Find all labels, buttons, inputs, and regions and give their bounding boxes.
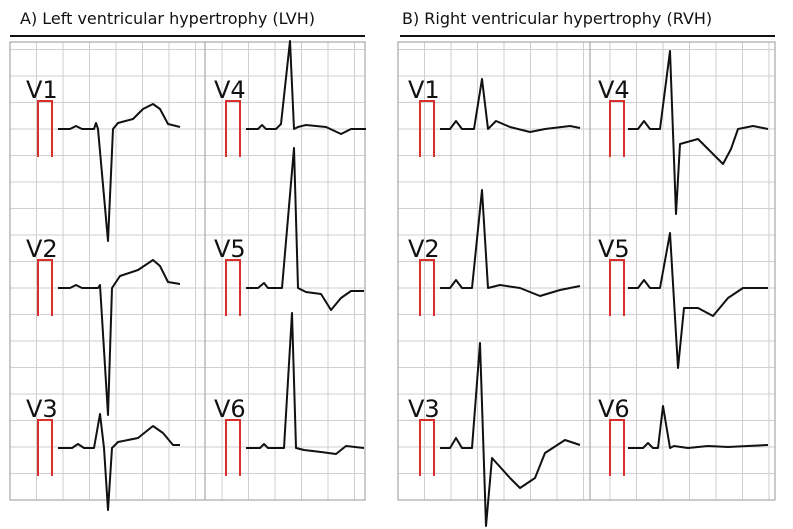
lead-label: V4 xyxy=(214,76,246,104)
calibration-pulse xyxy=(225,419,241,476)
panel-title: A) Left ventricular hypertrophy (LVH) xyxy=(20,9,315,28)
grid-border xyxy=(9,41,366,501)
lead-label: V6 xyxy=(214,395,246,423)
lead-label: V6 xyxy=(598,395,630,423)
calibration-pulse xyxy=(225,259,241,316)
panel-title: B) Right ventricular hypertrophy (RVH) xyxy=(402,9,712,28)
lead-label: V2 xyxy=(26,235,58,263)
calibration-pulse xyxy=(609,259,625,316)
ecg-waveform xyxy=(246,40,366,135)
ecg-waveform xyxy=(246,147,364,311)
grid-border xyxy=(397,41,776,501)
calibration-pulse xyxy=(419,259,435,316)
calibration-pulse xyxy=(37,419,53,476)
lead-label: V3 xyxy=(408,395,440,423)
ecg-waveform xyxy=(246,312,365,455)
lead-label: V1 xyxy=(26,76,58,104)
lead-label: V5 xyxy=(214,235,246,263)
lead-label: V2 xyxy=(408,235,440,263)
ecg-waveform xyxy=(440,78,581,133)
calibration-pulse xyxy=(609,100,625,157)
calibration-pulse xyxy=(225,100,241,157)
lead-label: V3 xyxy=(26,395,58,423)
ecg-waveform xyxy=(58,259,181,416)
lead-label: V1 xyxy=(408,76,440,104)
lead-label: V5 xyxy=(598,235,630,263)
calibration-pulse xyxy=(419,100,435,157)
calibration-pulse xyxy=(37,259,53,316)
calibration-pulse xyxy=(37,100,53,157)
ecg-waveform xyxy=(628,405,769,449)
ecg-waveform xyxy=(440,342,581,527)
calibration-pulse xyxy=(419,419,435,476)
ecg-waveform xyxy=(440,189,581,297)
ecg-waveform xyxy=(58,413,180,511)
calibration-pulse xyxy=(609,419,625,476)
ecg-waveform xyxy=(628,232,768,369)
ecg-waveform xyxy=(628,50,769,215)
lead-label: V4 xyxy=(598,76,630,104)
ecg-waveform xyxy=(58,103,181,242)
